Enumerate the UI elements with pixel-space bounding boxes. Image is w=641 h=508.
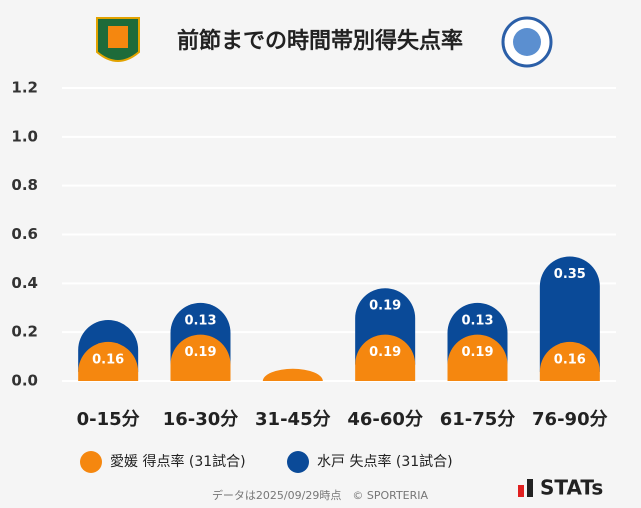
brand-icon	[527, 479, 533, 497]
x-tick-label: 0-15分	[77, 409, 140, 430]
home-logo	[96, 17, 140, 62]
data-label: 0.16	[92, 352, 124, 367]
y-tick-label: 1.0	[11, 127, 38, 145]
data-label: 0.16	[554, 352, 586, 367]
source: データは2025/09/29時点 © SPORTERIA	[212, 488, 429, 502]
data-label: 0.19	[369, 299, 401, 314]
bar-segment	[539, 256, 600, 372]
data-label: 0.35	[554, 267, 586, 282]
y-tick-label: 0.0	[11, 372, 38, 390]
legend-marker	[287, 451, 309, 473]
y-tick-label: 0.4	[11, 274, 38, 292]
y-tick-label: 1.2	[11, 79, 38, 97]
y-tick-label: 0.8	[11, 176, 38, 194]
brand-icon	[518, 485, 524, 497]
data-label: 0.19	[184, 345, 216, 360]
data-label: 0.19	[461, 345, 493, 360]
bar-segment	[78, 341, 139, 381]
x-tick-label: 46-60分	[347, 409, 423, 430]
x-tick-label: 76-90分	[532, 409, 608, 430]
legend-marker	[80, 451, 102, 473]
y-tick-label: 0.2	[11, 323, 38, 341]
bar-segment	[539, 341, 600, 381]
bar-segment	[355, 334, 416, 381]
bar-segment	[447, 334, 508, 381]
away-logo	[501, 16, 553, 68]
x-tick-label: 31-45分	[255, 409, 331, 430]
data-label: 0.19	[369, 345, 401, 360]
y-tick-label: 0.6	[11, 225, 38, 243]
legend-label: 愛媛 得点率 (31試合)	[110, 453, 246, 470]
brand: STATs	[540, 476, 603, 500]
chart-title: 前節までの時間帯別得失点率	[177, 28, 463, 54]
legend-label: 水戸 失点率 (31試合)	[317, 453, 453, 470]
x-tick-label: 16-30分	[163, 409, 239, 430]
data-label: 0.13	[184, 313, 216, 328]
x-tick-label: 61-75分	[440, 409, 516, 430]
bar-segment	[170, 334, 231, 381]
bar-segment	[262, 368, 323, 381]
data-label: 0.13	[461, 313, 493, 328]
